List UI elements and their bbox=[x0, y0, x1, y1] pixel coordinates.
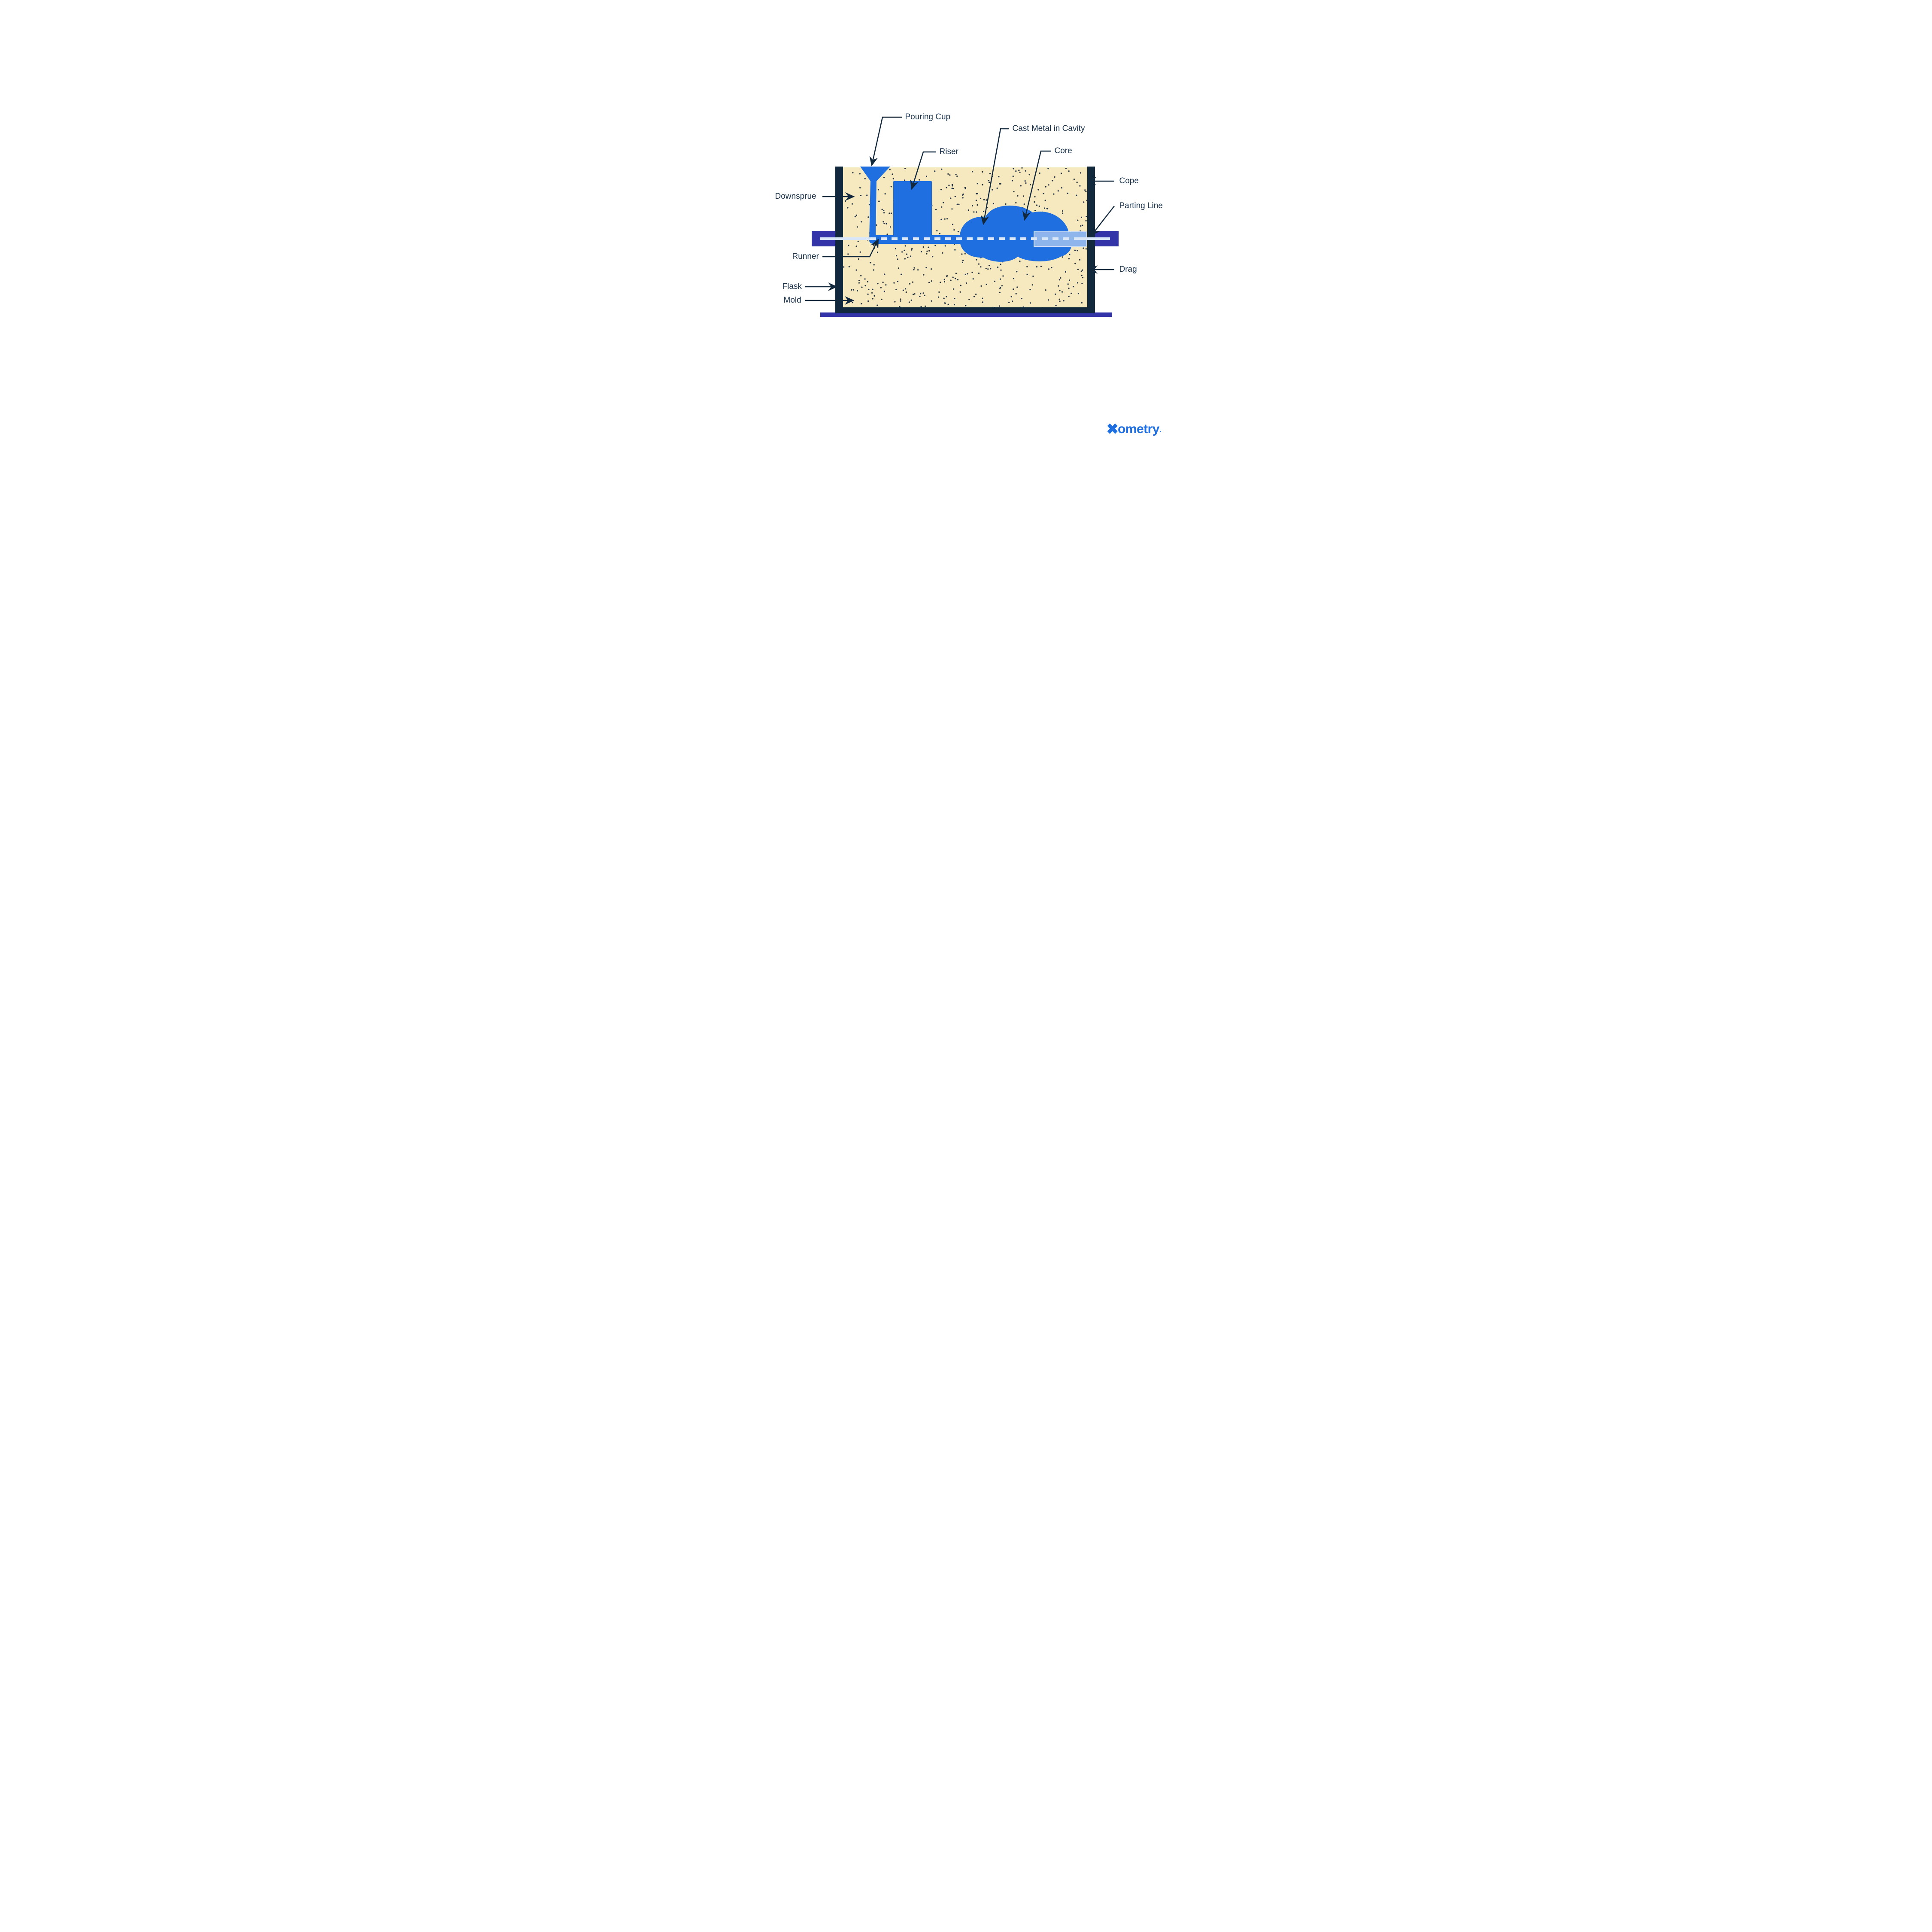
brand-logo: ✖ometry. bbox=[1106, 421, 1161, 438]
label-cast-metal: Cast Metal in Cavity bbox=[1013, 124, 1085, 133]
arrow-pouring_cup bbox=[872, 117, 902, 165]
label-cope: Cope bbox=[1119, 176, 1139, 186]
label-flask: Flask bbox=[783, 282, 802, 291]
riser bbox=[893, 181, 932, 238]
mold-diagram-svg bbox=[734, 0, 1198, 464]
downsprue bbox=[869, 179, 877, 240]
logo-dot: . bbox=[1159, 425, 1162, 434]
label-mold: Mold bbox=[784, 296, 801, 305]
diagram-canvas: Pouring Cup Riser Cast Metal in Cavity C… bbox=[734, 0, 1198, 464]
label-riser: Riser bbox=[940, 147, 958, 157]
label-drag: Drag bbox=[1119, 265, 1137, 274]
logo-x-icon: ✖ bbox=[1106, 421, 1118, 438]
label-runner: Runner bbox=[792, 252, 819, 261]
label-core: Core bbox=[1055, 146, 1072, 156]
logo-text: ometry bbox=[1118, 422, 1159, 436]
label-parting-line: Parting Line bbox=[1119, 201, 1163, 211]
label-downsprue: Downsprue bbox=[775, 192, 816, 201]
label-pouring-cup: Pouring Cup bbox=[905, 112, 951, 122]
flask-wall-bottom bbox=[835, 307, 1095, 313]
